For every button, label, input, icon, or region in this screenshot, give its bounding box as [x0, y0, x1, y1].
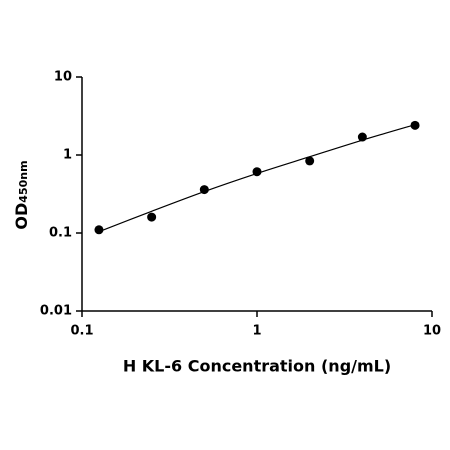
data-point: [357, 132, 367, 142]
y-tick-label: 1: [63, 148, 72, 163]
y-axis-title-sub: 450nm: [17, 160, 30, 202]
data-point: [305, 156, 315, 166]
data-point: [147, 212, 157, 222]
fit-curve: [98, 124, 416, 233]
y-tick-label: 10: [54, 70, 72, 85]
x-tick-label: 0.1: [70, 324, 93, 339]
data-point: [252, 167, 262, 177]
x-tick-label: 1: [252, 324, 261, 339]
y-tick-label: 0.01: [40, 304, 72, 319]
y-axis-title-main: OD: [12, 203, 31, 230]
y-axis-title: OD450nm: [12, 160, 31, 229]
data-point: [94, 225, 104, 235]
y-tick-label: 0.1: [49, 226, 72, 241]
data-point: [199, 185, 209, 195]
x-tick-label: 10: [423, 324, 441, 339]
data-point: [410, 120, 420, 130]
x-axis-title: H KL-6 Concentration (ng/mL): [123, 357, 391, 376]
